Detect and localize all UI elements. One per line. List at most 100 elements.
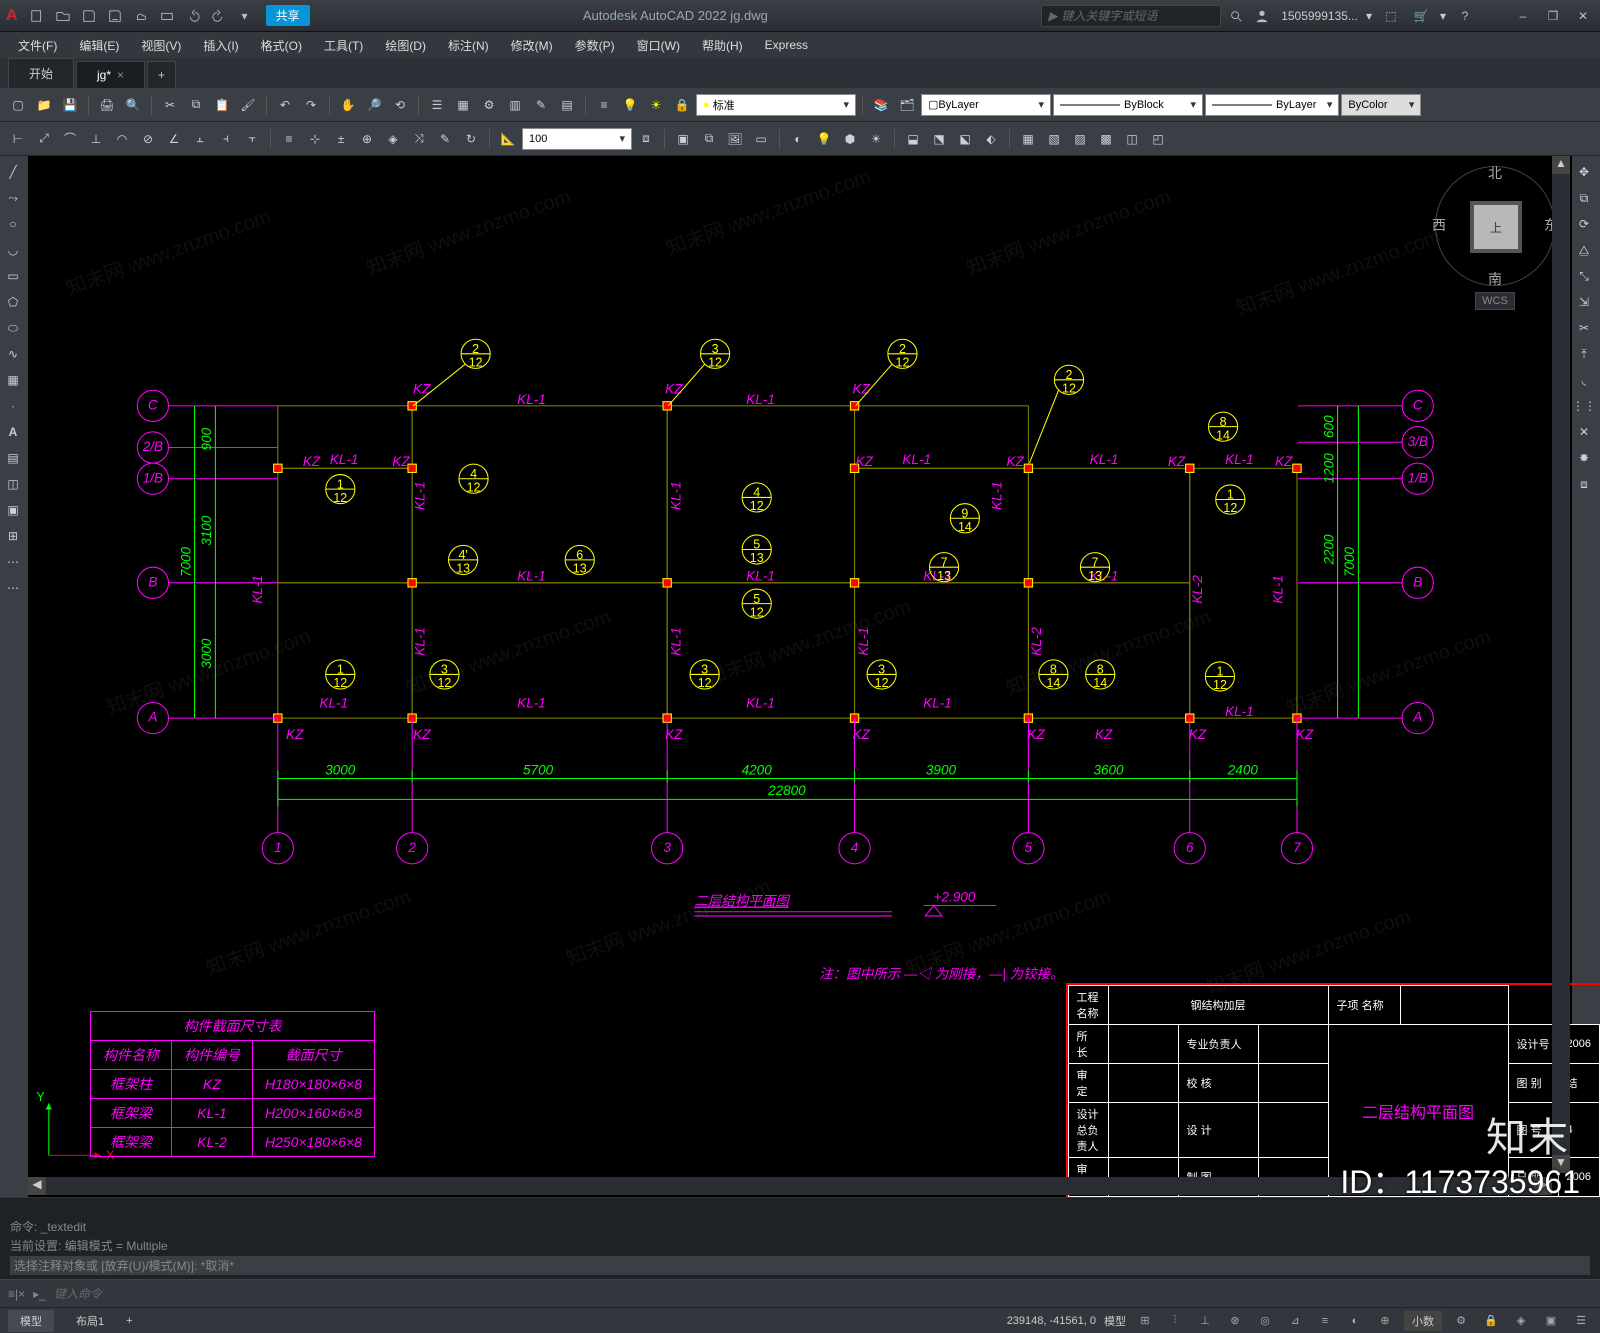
user-name[interactable]: 1505999135... (1281, 9, 1358, 23)
dim-arc-icon[interactable]: ⌒ (58, 127, 82, 151)
close-icon[interactable]: ✕ (1572, 5, 1594, 27)
ann-icon[interactable]: 🔒 (1480, 1310, 1502, 1332)
insert-icon[interactable]: ⊞ (0, 524, 26, 548)
tb-m10-icon[interactable]: ◰ (1146, 127, 1170, 151)
layout1-tab[interactable]: 布局1 (64, 1310, 116, 1332)
dim-qd-icon[interactable]: ⫠ (188, 127, 212, 151)
maximize-icon[interactable]: ❐ (1542, 5, 1564, 27)
tb-print-icon[interactable]: 🖨 (95, 93, 119, 117)
tb-open-icon[interactable]: 📁 (32, 93, 56, 117)
command-input[interactable]: 键入命令 (54, 1285, 102, 1302)
add-layout-button[interactable]: + (126, 1315, 132, 1327)
qat-redo-icon[interactable] (208, 5, 230, 27)
more1-icon[interactable]: ⋯ (0, 550, 26, 574)
menu-edit[interactable]: 编辑(E) (69, 34, 129, 57)
polar-icon[interactable]: ⊛ (1224, 1310, 1246, 1332)
block2-icon[interactable]: ▣ (0, 498, 26, 522)
tab-close-icon[interactable]: × (117, 68, 124, 82)
qat-plot-icon[interactable] (156, 5, 178, 27)
tb-m8-icon[interactable]: ▩ (1094, 127, 1118, 151)
tb-light-icon[interactable]: 💡 (812, 127, 836, 151)
qat-saveas-icon[interactable] (104, 5, 126, 27)
tb-render-icon[interactable]: ◐ (786, 127, 810, 151)
qat-undo-icon[interactable] (182, 5, 204, 27)
menu-tools[interactable]: 工具(T) (314, 34, 373, 57)
menu-format[interactable]: 格式(O) (251, 34, 312, 57)
tb-bulb-icon[interactable]: 💡 (618, 93, 642, 117)
tb-dc-icon[interactable]: ▦ (451, 93, 475, 117)
qat-cloud-icon[interactable] (130, 5, 152, 27)
tb-markup-icon[interactable]: ✎ (529, 93, 553, 117)
tb-cut-icon[interactable]: ✂ (158, 93, 182, 117)
dim-jog-icon[interactable]: ⤨ (407, 127, 431, 151)
dim-edit-icon[interactable]: ✎ (433, 127, 457, 151)
custom-icon[interactable]: ☰ (1570, 1310, 1592, 1332)
tb-paste-icon[interactable]: 📋 (210, 93, 234, 117)
grid-icon[interactable]: ⊞ (1134, 1310, 1156, 1332)
qat-open-icon[interactable] (52, 5, 74, 27)
drawing-area[interactable]: ╱ ⤳ ○ ◡ ▭ ⬠ ⬭ ∿ ▦ · A ▤ ◫ ▣ ⊞ ⋯ ⋯ ✥ ⧉ ⟳ … (0, 156, 1600, 1197)
tb-undo-icon[interactable]: ↶ (273, 93, 297, 117)
color-select[interactable]: ▢ ByLayer (921, 94, 1051, 116)
dim-aligned-icon[interactable]: ⤢ (32, 127, 56, 151)
iso-icon[interactable]: ◈ (1510, 1310, 1532, 1332)
tb-m9-icon[interactable]: ◫ (1120, 127, 1144, 151)
tb-m6-icon[interactable]: ▧ (1042, 127, 1066, 151)
tb-m7-icon[interactable]: ▨ (1068, 127, 1092, 151)
ortho-icon[interactable]: ⊥ (1194, 1310, 1216, 1332)
menu-insert[interactable]: 插入(I) (193, 34, 248, 57)
dimscale-select[interactable]: 100 (522, 128, 632, 150)
tb-props-icon[interactable]: ☰ (425, 93, 449, 117)
horizontal-scrollbar[interactable]: ◀▶ (28, 1177, 1552, 1195)
snap-icon[interactable]: ⫶ (1164, 1310, 1186, 1332)
user-icon[interactable] (1251, 5, 1273, 27)
clean-icon[interactable]: ▣ (1540, 1310, 1562, 1332)
tb-field-icon[interactable]: ▭ (749, 127, 773, 151)
dim-assoc-icon[interactable]: ⧈ (634, 127, 658, 151)
gear-icon[interactable]: ⚙ (1450, 1310, 1472, 1332)
help-icon[interactable]: ? (1454, 5, 1476, 27)
spline-icon[interactable]: ∿ (0, 342, 26, 366)
tb-m2-icon[interactable]: ⬔ (927, 127, 951, 151)
poly-icon[interactable]: ⬠ (0, 290, 26, 314)
menu-view[interactable]: 视图(V) (131, 34, 191, 57)
tb-laymgr-icon[interactable]: 📚 (869, 93, 893, 117)
tb-copy-icon[interactable]: ⧉ (184, 93, 208, 117)
minimize-icon[interactable]: – (1512, 5, 1534, 27)
dim-space-icon[interactable]: ≡ (277, 127, 301, 151)
dim-upd-icon[interactable]: ↻ (459, 127, 483, 151)
lineweight-select[interactable]: ByLayer (1205, 94, 1339, 116)
menu-express[interactable]: Express (755, 35, 818, 55)
command-window[interactable]: 命令: _textedit 当前设置: 编辑模式 = Multiple 选择注释… (0, 1197, 1600, 1307)
tb-sun-icon[interactable]: ☀ (864, 127, 888, 151)
dim-ang-icon[interactable]: ∠ (162, 127, 186, 151)
point-icon[interactable]: · (0, 394, 26, 418)
plotstyle-select[interactable]: ByColor (1341, 94, 1421, 116)
menu-window[interactable]: 窗口(W) (627, 34, 690, 57)
tb-sheet-icon[interactable]: ▥ (503, 93, 527, 117)
tb-xref-icon[interactable]: ⧉ (697, 127, 721, 151)
menu-dimension[interactable]: 标注(N) (438, 34, 499, 57)
dim-cen-icon[interactable]: ⊕ (355, 127, 379, 151)
pline-icon[interactable]: ⤳ (0, 186, 26, 210)
tb-zoom-icon[interactable]: 🔎 (362, 93, 386, 117)
qat-new-icon[interactable] (26, 5, 48, 27)
tb-redo-icon[interactable]: ↷ (299, 93, 323, 117)
cart-icon[interactable]: 🛒 (1410, 5, 1432, 27)
dim-linear-icon[interactable]: ⊢ (6, 127, 30, 151)
dim-break-icon[interactable]: ⊹ (303, 127, 327, 151)
tb-pan-icon[interactable]: ✋ (336, 93, 360, 117)
tb-mat-icon[interactable]: ⬢ (838, 127, 862, 151)
tb-preview-icon[interactable]: 🔍 (121, 93, 145, 117)
tab-new-button[interactable]: + (147, 61, 176, 88)
model-tab[interactable]: 模型 (8, 1310, 54, 1332)
modelspace-label[interactable]: 模型 (1104, 1313, 1126, 1329)
tb-orbit-icon[interactable]: ⟲ (388, 93, 412, 117)
search-icon[interactable] (1225, 5, 1247, 27)
tab-jg[interactable]: jg*× (76, 61, 145, 88)
vertical-scrollbar[interactable]: ▲▼ (1552, 156, 1570, 1173)
tb-layer-icon[interactable]: ≡ (592, 93, 616, 117)
tb-freeze-icon[interactable]: ☀ (644, 93, 668, 117)
region-icon[interactable]: ◫ (0, 472, 26, 496)
dim-tol-icon[interactable]: ± (329, 127, 353, 151)
